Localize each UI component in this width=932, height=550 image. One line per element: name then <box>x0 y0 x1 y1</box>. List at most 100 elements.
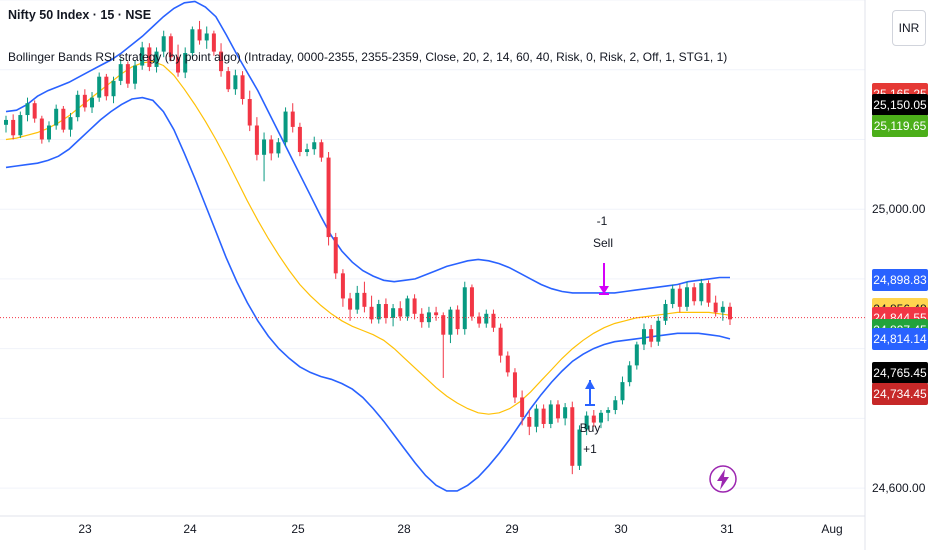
candle-body <box>104 76 109 97</box>
candle-body <box>376 304 381 320</box>
buy-label: Buy <box>580 421 601 435</box>
candle-body <box>211 33 216 52</box>
candle-body <box>269 139 274 154</box>
candle-body <box>312 142 317 150</box>
candle-body <box>297 126 302 153</box>
price-axis[interactable]: 25,000.00 24,600.00 <box>872 202 926 495</box>
candle-body <box>133 65 138 84</box>
candle-body <box>405 298 410 317</box>
candle-body <box>348 298 353 310</box>
candle-body <box>82 94 87 108</box>
candle-body <box>111 80 116 97</box>
sell-arrow-icon <box>599 263 609 295</box>
time-tick-label: 31 <box>720 522 734 536</box>
candle-body <box>204 33 209 41</box>
candle-body <box>219 51 224 72</box>
candle-body <box>97 76 102 98</box>
candle-body <box>254 125 259 155</box>
candle-body <box>305 149 310 153</box>
candle-body <box>706 283 711 303</box>
candle-body <box>32 103 37 119</box>
candle-body <box>276 142 281 154</box>
candle-body <box>125 64 130 84</box>
candle-body <box>412 298 417 314</box>
candlestick-series <box>4 20 732 475</box>
candle-body <box>333 237 338 274</box>
candle-body <box>527 416 532 427</box>
candle-body <box>692 287 697 302</box>
chart-grid <box>0 0 865 489</box>
candle-body <box>598 412 603 423</box>
candle-body <box>591 415 596 423</box>
candle-body <box>634 344 639 366</box>
price-tag: 24,765.45 <box>872 361 928 384</box>
lightning-icon[interactable] <box>709 465 737 493</box>
candle-body <box>190 29 195 53</box>
candle-body <box>383 304 388 318</box>
candle-body <box>326 157 331 238</box>
candle-body <box>577 429 582 466</box>
candle-body <box>362 292 367 307</box>
buy-count-label: +1 <box>583 442 597 456</box>
candle-body <box>247 99 252 126</box>
candle-body <box>426 312 431 323</box>
price-tag: 25,150.05 <box>872 93 928 116</box>
candle-body <box>505 355 510 373</box>
price-tag: 25,119.65 <box>872 114 928 137</box>
candle-body <box>319 142 324 158</box>
time-tick-label: 23 <box>78 522 92 536</box>
candle-body <box>283 111 288 143</box>
candle-body <box>520 397 525 417</box>
candle-body <box>606 410 611 413</box>
candle-body <box>290 111 295 127</box>
price-tag: 24,734.45 <box>872 383 928 406</box>
candle-body <box>555 404 560 419</box>
candle-body <box>477 316 482 324</box>
candle-body <box>663 304 668 321</box>
time-tick-label: 29 <box>505 522 519 536</box>
candle-body <box>498 327 503 356</box>
candle-body <box>25 103 30 116</box>
candle-body <box>47 125 52 140</box>
candle-body <box>649 329 654 342</box>
candle-body <box>118 64 123 81</box>
candle-body <box>670 288 675 305</box>
candle-body <box>183 52 188 73</box>
candle-body <box>369 306 374 320</box>
candle-body <box>656 320 661 342</box>
bollinger-lower <box>5 96 731 492</box>
buy-arrow-icon <box>585 380 595 406</box>
candle-body <box>469 287 474 317</box>
candle-body <box>18 115 23 136</box>
candle-body <box>491 313 496 328</box>
candle-body <box>541 408 546 424</box>
candle-body <box>462 287 467 330</box>
candle-body <box>4 119 8 125</box>
indicator-title[interactable]: Bollinger Bands RSI strategy (by point a… <box>8 50 728 64</box>
time-axis[interactable]: 23 24 25 28 29 30 31 Aug <box>78 522 842 536</box>
candle-body <box>563 407 568 419</box>
candle-body <box>512 372 517 398</box>
candle-body <box>61 108 66 130</box>
candle-body <box>140 47 145 66</box>
currency-button[interactable]: INR <box>892 10 926 46</box>
candle-body <box>570 407 575 466</box>
candle-body <box>398 308 403 317</box>
time-tick-label: 24 <box>183 522 197 536</box>
time-tick-label: 28 <box>397 522 411 536</box>
candle-body <box>713 302 718 313</box>
candle-body <box>226 71 231 90</box>
candle-body <box>240 75 245 100</box>
candle-body <box>627 365 632 383</box>
candle-body <box>176 57 181 73</box>
time-tick-label: 25 <box>291 522 305 536</box>
symbol-title[interactable]: Nifty 50 Index · 15 · NSE <box>8 8 152 22</box>
candle-body <box>75 94 80 118</box>
price-tag: 24,898.83 <box>872 268 928 291</box>
bollinger-bands <box>5 0 731 492</box>
candle-body <box>455 309 460 330</box>
candle-body <box>434 312 439 316</box>
price-tag: 24,814.14 <box>872 327 928 350</box>
candle-body <box>641 329 646 345</box>
